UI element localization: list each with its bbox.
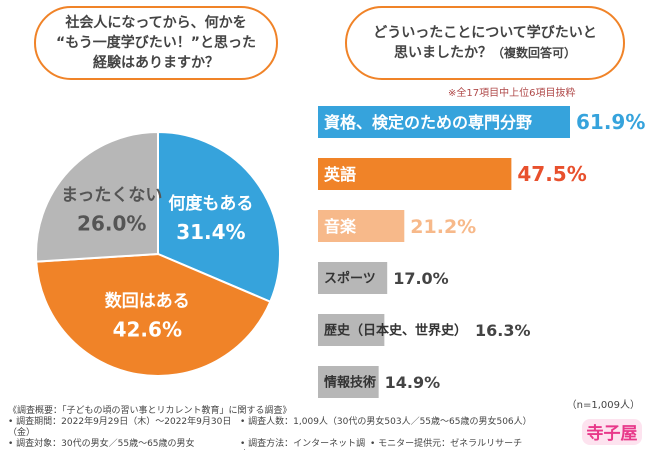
footer-period: • 調査期間：2022年9月29日（木）〜2022年9月30日（金）: [8, 417, 232, 438]
survey-footer: 《調査概要：「子どもの頃の習い事とリカレント教育」に関する調査》 • 調査期間：…: [8, 406, 568, 450]
question-2-bubble: どういったことについて学びたいと 思いましたか？（複数回答可）: [345, 6, 625, 80]
bar-1: [318, 158, 512, 190]
bar-2: [318, 210, 405, 242]
bar-label-1: 英語: [323, 165, 356, 184]
bar-value-1: 47.5%: [517, 162, 586, 186]
pie-value-0: 31.4%: [176, 220, 245, 244]
pie-slice-1: [35, 252, 272, 377]
question-1-line-3: 経験はありますか？: [92, 55, 219, 71]
bar-label-3: スポーツ: [324, 271, 376, 287]
terakoya-logo: 寺子屋: [582, 419, 642, 445]
question-2-line-1: どういったことについて学びたいと: [373, 25, 597, 41]
question-2-note: （複数回答可）: [491, 46, 576, 60]
pie-label-0: 何度もある: [168, 193, 253, 214]
logo-text: 寺子屋: [587, 423, 638, 444]
bar-chart-note: ※全17項目中上位6項目抜粋: [448, 88, 576, 99]
bar-value-3: 17.0%: [393, 269, 449, 288]
question-2-line-2: 思いましたか？: [393, 45, 492, 61]
pie-slice-2: [35, 130, 159, 263]
question-1-line-1: 社会人になってから、何かを: [65, 15, 247, 31]
bar-5: [318, 366, 379, 398]
footer-people: • 調査人数：1,009人（30代の男女503人／55歳〜65歳の男女506人）: [240, 417, 532, 427]
bar-value-5: 14.9%: [385, 373, 441, 392]
footer-title: 《調査概要：「子どもの頃の習い事とリカレント教育」に関する調査》: [8, 406, 292, 416]
bar-label-2: 音楽: [324, 217, 357, 236]
logo-background: [582, 419, 642, 445]
bar-value-2: 21.2%: [410, 216, 476, 238]
pie-label-2: まったくない: [61, 186, 162, 206]
footer-target: • 調査対象：30代の男女／55歳〜65歳の男女: [8, 439, 195, 449]
footer-row-2: • 調査対象：30代の男女／55歳〜65歳の男女 • 調査方法：インターネット調…: [8, 439, 568, 450]
pie-value-2: 26.0%: [77, 212, 146, 236]
bar-label-5: 情報技術: [324, 375, 376, 391]
bar-value-4: 16.3%: [475, 321, 531, 340]
bar-3: [318, 262, 388, 294]
bar-4: [318, 314, 385, 346]
pie-chart: 何度もある 31.4% 数回はある 42.6% まったくない 26.0%: [35, 130, 281, 377]
bar-label-4: 歴史（日本史、世界史）: [324, 323, 467, 339]
pie-label-1: 数回はある: [105, 291, 190, 312]
bar-value-0: 61.9%: [576, 110, 645, 134]
question-1-bubble: 社会人になってから、何かを “もう一度学びたい！”と思った 経験はありますか？: [34, 6, 278, 80]
pie-value-1: 42.6%: [113, 318, 182, 342]
bar-chart: 資格、検定のための専門分野 61.9% 英語 47.5% 音楽 21.2% スポーツ 17.0…: [318, 106, 645, 398]
question-1-line-2: “もう一度学びたい！”と思った: [56, 35, 256, 51]
bar-label-0: 資格、検定のための専門分野: [324, 113, 532, 132]
bar-0: [318, 106, 570, 138]
footer-monitor: • モニター提供元：ゼネラルリサーチ: [370, 439, 523, 449]
footer-row-1: • 調査期間：2022年9月29日（木）〜2022年9月30日（金） • 調査人…: [8, 417, 568, 439]
question-2-line-2-wrap: 思いましたか？（複数回答可）: [373, 43, 597, 63]
pie-slice-0: [157, 130, 281, 304]
sample-size-note: （n=1,009人）: [566, 400, 640, 411]
footer-method: • 調査方法：インターネット調査: [240, 439, 366, 449]
